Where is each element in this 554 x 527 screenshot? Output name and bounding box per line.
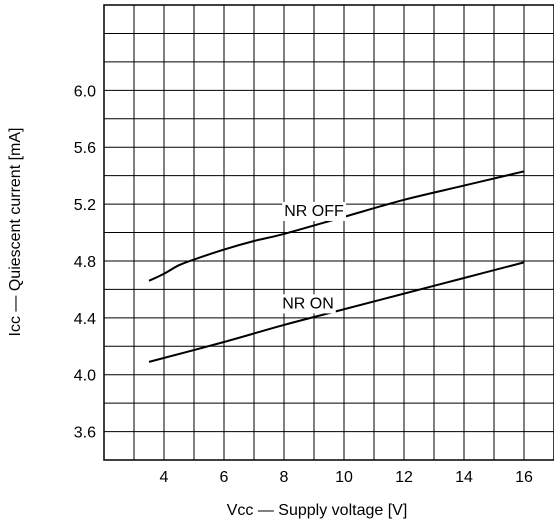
x-tick-label: 6: [220, 469, 229, 486]
x-tick-label: 14: [455, 469, 473, 486]
series-line: [148, 261, 525, 363]
plot-frame: [103, 4, 554, 461]
y-axis-title: Icc — Quiescent current [mA]: [7, 128, 24, 337]
grid: [103, 4, 554, 461]
x-tick-label: 4: [160, 469, 169, 486]
y-tick-label: 6.0: [74, 83, 96, 100]
x-tick-label: 16: [515, 469, 533, 486]
y-tick-label: 4.8: [74, 254, 96, 271]
series-line: [148, 170, 525, 282]
y-tick-label: 4.0: [74, 368, 96, 385]
y-tick-label: 5.6: [74, 140, 96, 157]
x-tick-labels: 4 6 8 10 12 14 16: [160, 469, 533, 486]
series-labels: NR OFF NR ON: [280, 201, 346, 314]
series-label: NR ON: [282, 295, 334, 312]
series-label-background: [280, 294, 336, 314]
x-tick-label: 8: [280, 469, 289, 486]
y-tick-label: 5.2: [74, 197, 96, 214]
series-lines: [148, 170, 525, 363]
x-axis-title: Vcc — Supply voltage [V]: [227, 502, 408, 519]
series-label: NR OFF: [284, 203, 344, 220]
x-tick-label: 12: [395, 469, 413, 486]
x-tick-label: 10: [335, 469, 353, 486]
series-label-background: [282, 201, 346, 221]
y-tick-labels: 3.6 4.0 4.4 4.8 5.2 5.6 6.0: [74, 83, 96, 441]
y-tick-label: 3.6: [74, 425, 96, 442]
y-tick-label: 4.4: [74, 311, 96, 328]
